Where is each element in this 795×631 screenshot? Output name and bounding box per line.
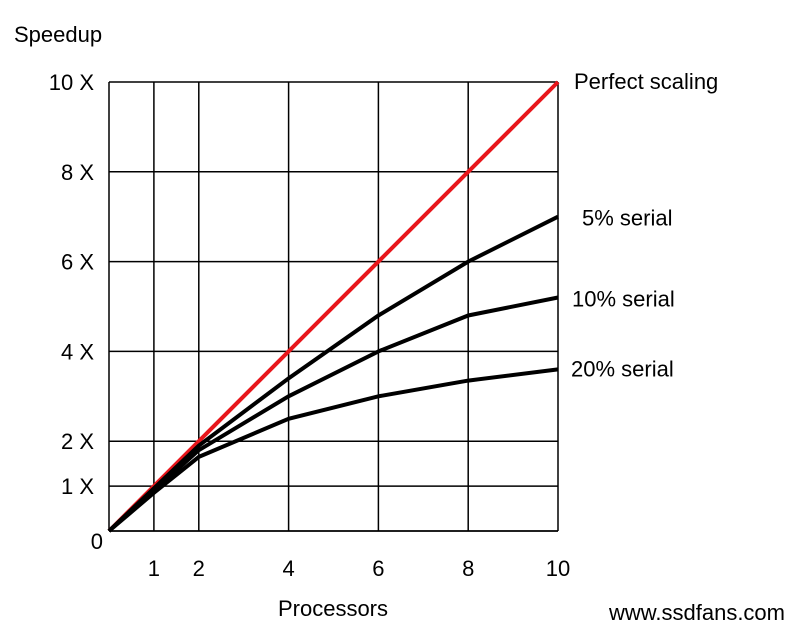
y-axis-title: Speedup — [14, 22, 102, 47]
x-tick-label-8: 8 — [462, 556, 474, 581]
y-tick-labels: 0 1 X 2 X 4 X 6 X 8 X 10 X — [49, 70, 103, 554]
series-labels: Perfect scaling 5% serial 10% serial 20% se… — [571, 69, 718, 381]
grid — [108, 81, 559, 532]
series-lines — [107, 80, 560, 533]
series-line-20-serial — [107, 367, 559, 533]
series-label-perfect-scaling: Perfect scaling — [574, 69, 718, 94]
series-line-perfect-scaling — [107, 80, 560, 533]
series-label-10-serial: 10% serial — [572, 287, 675, 312]
series-line-10-serial — [107, 295, 559, 533]
y-tick-label-4: 4 X — [61, 339, 94, 364]
y-tick-label-6: 6 X — [61, 250, 94, 275]
watermark-text: www.ssdfans.com — [608, 600, 785, 625]
x-tick-label-10: 10 — [546, 556, 570, 581]
x-tick-label-4: 4 — [282, 556, 294, 581]
x-tick-labels: 1 2 4 6 8 10 — [148, 556, 570, 581]
x-tick-label-2: 2 — [193, 556, 205, 581]
y-tick-label-10: 10 X — [49, 70, 95, 95]
series-label-20-serial: 20% serial — [571, 356, 674, 381]
x-tick-label-6: 6 — [372, 556, 384, 581]
x-tick-label-1: 1 — [148, 556, 160, 581]
series-label-5-serial: 5% serial — [582, 206, 672, 231]
y-tick-label-1: 1 X — [61, 474, 94, 499]
x-axis-title: Processors — [278, 596, 388, 621]
y-tick-label-0: 0 — [91, 529, 103, 554]
y-tick-label-8: 8 X — [61, 160, 94, 185]
y-tick-label-2: 2 X — [61, 429, 94, 454]
